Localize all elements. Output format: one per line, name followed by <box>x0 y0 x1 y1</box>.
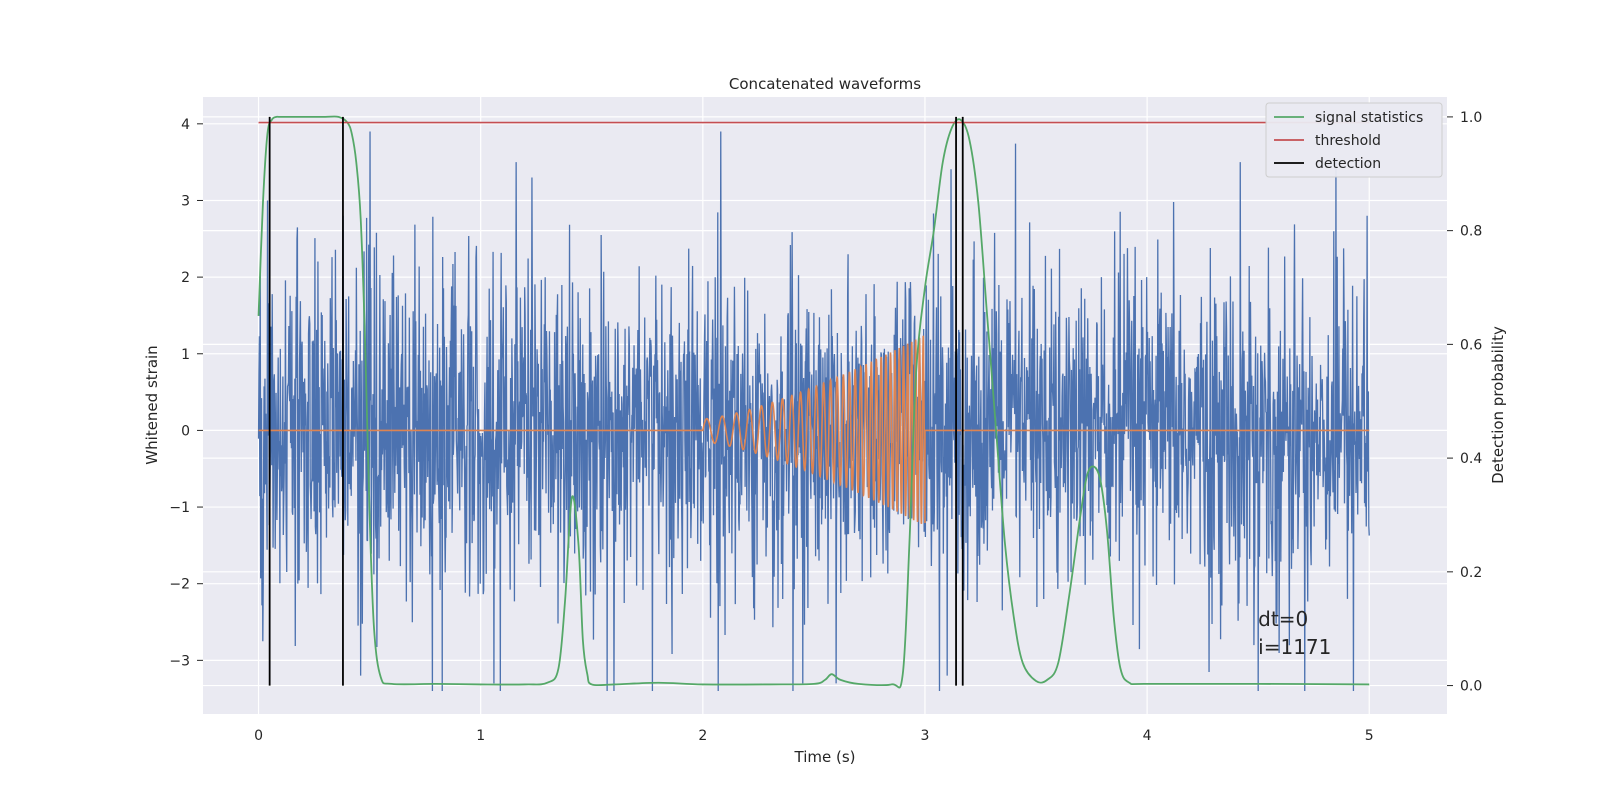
y-right-tick-label: 0.8 <box>1460 224 1482 240</box>
x-tick-label: 4 <box>1143 728 1152 744</box>
detection-series <box>268 116 964 686</box>
y-tick-label: −2 <box>169 577 190 593</box>
y-right-tick-label: 0.6 <box>1460 337 1482 353</box>
annotation-dt: dt=0 <box>1258 607 1308 631</box>
y-tick-label: 2 <box>181 270 190 286</box>
x-axis-label: Time (s) <box>794 748 856 766</box>
signal-statistics-line <box>257 115 1370 689</box>
y-tick-label: −3 <box>169 653 190 669</box>
y-axis-right-label: Detection probability <box>1489 326 1507 484</box>
y-tick-label: −1 <box>169 500 190 516</box>
y-right-tick-label: 0.0 <box>1460 679 1482 695</box>
y-tick-label: 3 <box>181 193 190 209</box>
legend: signal statistics threshold detection <box>1265 102 1443 178</box>
legend-label-detection: detection <box>1315 156 1381 172</box>
legend-box <box>1265 102 1443 178</box>
strain-series <box>257 131 1370 692</box>
y-tick-label: 1 <box>181 347 190 363</box>
annotation-index: i=1171 <box>1258 635 1331 659</box>
strain-line <box>257 131 1370 692</box>
legend-label-threshold: threshold <box>1315 133 1381 149</box>
x-tick-label: 0 <box>254 728 263 744</box>
y-right-tick-label: 0.2 <box>1460 565 1482 581</box>
legend-label-signal-statistics: signal statistics <box>1315 110 1423 126</box>
axis-ticks: 0 1 2 3 4 5 −3 −2 −1 0 1 2 3 4 0.0 0.2 0.4 0.6 0.8 1.0 <box>169 110 1482 744</box>
y-axis-label: Whitened strain <box>143 345 161 464</box>
x-tick-label: 5 <box>1365 728 1374 744</box>
y-right-tick-label: 1.0 <box>1460 110 1482 126</box>
y-tick-label: 0 <box>181 423 190 439</box>
chart-title: Concatenated waveforms <box>729 75 921 93</box>
x-tick-label: 1 <box>476 728 485 744</box>
injection-series <box>258 335 1370 524</box>
x-tick-label: 3 <box>921 728 930 744</box>
y-tick-label: 4 <box>181 117 190 133</box>
injection-line <box>258 335 1370 524</box>
y-right-tick-label: 0.4 <box>1460 451 1482 467</box>
signal-statistics-series <box>257 115 1370 689</box>
x-tick-label: 2 <box>698 728 707 744</box>
